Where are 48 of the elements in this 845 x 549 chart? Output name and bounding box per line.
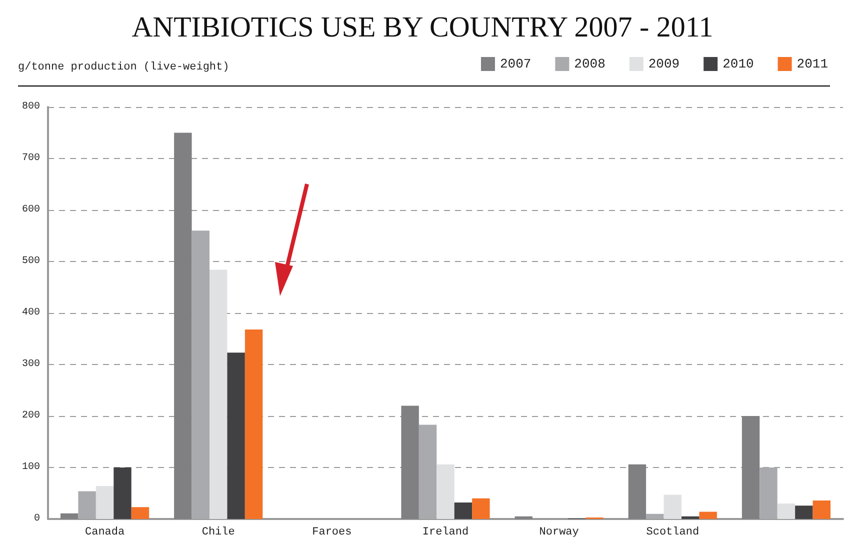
- chart-title: ANTIBIOTICS USE BY COUNTRY 2007 - 2011: [132, 12, 714, 44]
- legend-label: 2008: [574, 56, 606, 72]
- legend-label: 2011: [796, 56, 828, 72]
- bar: [454, 502, 472, 519]
- y-tick-label: 500: [22, 256, 40, 267]
- bar: [60, 513, 78, 519]
- x-tick-label: Scotland: [646, 526, 700, 538]
- bar: [244, 329, 263, 519]
- bar: [628, 464, 646, 519]
- bar: [699, 512, 717, 519]
- y-tick-label: 200: [22, 410, 40, 422]
- y-tick-label: 300: [22, 359, 40, 370]
- bar: [742, 416, 760, 519]
- y-tick-label: 800: [22, 102, 40, 112]
- bar: [646, 514, 664, 519]
- y-tick-label: 700: [22, 153, 40, 164]
- bar: [777, 504, 796, 519]
- bar: [78, 491, 96, 519]
- y-tick-label: 0: [34, 514, 40, 524]
- x-tick-label: Norway: [539, 526, 580, 538]
- bar: [174, 132, 192, 519]
- x-tick-label: Chile: [202, 526, 235, 538]
- bar: [192, 230, 210, 519]
- legend-label: 2007: [500, 56, 532, 72]
- bar: [664, 494, 682, 519]
- bar: [96, 486, 114, 519]
- bar: [227, 352, 245, 519]
- bar: [472, 498, 490, 519]
- bar: [210, 270, 228, 519]
- legend-label: 2009: [648, 56, 680, 72]
- x-tick-label: Faroes: [312, 526, 352, 538]
- y-axis-title: g/tonne production (live-weight): [18, 62, 230, 74]
- bar: [795, 506, 813, 519]
- bar: [436, 464, 454, 519]
- bar: [114, 468, 132, 519]
- y-tick-label: 400: [22, 308, 40, 318]
- bar: [682, 516, 700, 519]
- x-tick-label: Canada: [84, 526, 125, 538]
- bar: [812, 500, 831, 519]
- bar: [760, 468, 778, 519]
- legend-label: 2010: [722, 56, 754, 72]
- bar: [418, 424, 437, 519]
- bar: [131, 507, 150, 519]
- x-tick-label: Ireland: [422, 526, 469, 538]
- y-tick-label: 600: [22, 204, 40, 216]
- y-tick-label: 100: [22, 462, 40, 473]
- bar: [514, 516, 532, 519]
- bar: [401, 406, 419, 519]
